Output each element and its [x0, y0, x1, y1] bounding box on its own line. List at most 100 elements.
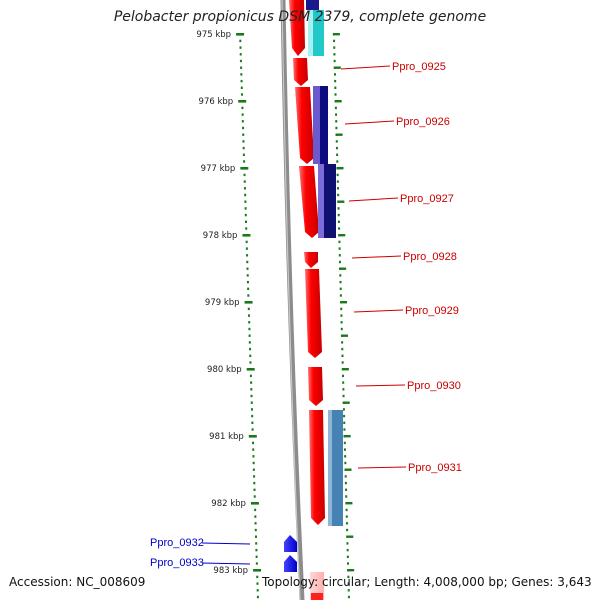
scale-tick-minor: [240, 79, 243, 83]
outer-tick-major: [341, 368, 349, 371]
scale-label: 979 kbp: [205, 298, 240, 308]
outer-tick-minor: [344, 481, 347, 485]
gene-label[interactable]: Ppro_0930: [407, 380, 461, 392]
scale-tick-minor: [253, 488, 256, 491]
gene-feature[interactable]: [305, 269, 322, 358]
gene-feature[interactable]: [309, 410, 325, 525]
accession-label: Accession: NC_008609: [9, 575, 146, 589]
outer-tick-major: [336, 167, 344, 170]
scale-label: 981 kbp: [209, 432, 244, 442]
outer-tick-minor: [340, 327, 343, 331]
scale-tick-minor: [250, 381, 253, 384]
outer-tick-minor: [333, 59, 336, 63]
scale-tick-minor: [248, 334, 251, 337]
scale-tick-major: [246, 368, 255, 371]
scale-tick-minor: [253, 475, 256, 478]
gene-feature[interactable]: [284, 535, 297, 552]
gene-label[interactable]: Ppro_0926: [396, 116, 450, 128]
outer-dotted-ring: [332, 33, 355, 599]
scale-tick-major: [238, 100, 247, 103]
scale-tick-minor: [248, 327, 251, 331]
outer-tick-minor: [344, 455, 347, 458]
scale-tick-minor: [254, 522, 257, 525]
category-feature: [318, 164, 325, 238]
outer-tick-minor: [343, 414, 346, 418]
outer-tick-major: [333, 66, 341, 69]
gene-label[interactable]: Ppro_0931: [408, 462, 462, 474]
gene-label[interactable]: Ppro_0932: [150, 537, 204, 549]
scale-tick-minor: [242, 126, 245, 130]
outer-tick-minor: [339, 287, 342, 290]
gene-label[interactable]: Ppro_0928: [403, 251, 457, 263]
outer-tick-major: [335, 133, 343, 136]
scale-tick-minor: [248, 321, 251, 324]
scale-tick-minor: [256, 595, 259, 599]
gene-feature[interactable]: [284, 555, 297, 572]
gene-feature[interactable]: [299, 166, 319, 238]
outer-tick-minor: [334, 106, 337, 110]
scale-tick-minor: [245, 227, 248, 230]
outer-tick-minor: [338, 227, 341, 230]
outer-tick-minor: [334, 86, 337, 89]
category-feature: [313, 86, 321, 164]
outer-tick-minor: [347, 575, 350, 579]
gene-feature[interactable]: [295, 87, 314, 164]
outer-tick-minor: [339, 274, 342, 277]
gene-label[interactable]: Ppro_0925: [392, 61, 446, 73]
outer-tick-major: [347, 569, 355, 572]
scale-tick-major: [248, 435, 257, 438]
scale-tick-minor: [240, 66, 243, 69]
scale-tick-minor: [246, 254, 249, 257]
outer-tick-minor: [340, 321, 343, 324]
scale-tick-minor: [252, 468, 255, 471]
scale-tick-minor: [256, 575, 259, 579]
scale-tick-minor: [249, 361, 252, 364]
outer-tick-minor: [342, 374, 345, 378]
scale-tick-minor: [250, 388, 253, 391]
scale-tick-minor: [242, 146, 245, 150]
gene-feature[interactable]: [289, 0, 305, 56]
scale-tick-minor: [241, 106, 244, 110]
outer-tick-minor: [336, 153, 339, 156]
gene-label[interactable]: Ppro_0933: [150, 557, 204, 569]
scale-labels: 975 kbp 976 kbp 977 kbp 978 kbp 979 kbp 980 k…: [196, 30, 248, 576]
outer-tick-minor: [342, 408, 345, 411]
scale-tick-minor: [252, 448, 255, 451]
scale-tick-major: [250, 502, 259, 505]
outer-tick-minor: [341, 347, 344, 351]
outer-tick-minor: [341, 361, 344, 364]
scale-tick-minor: [247, 314, 250, 317]
outer-tick-minor: [341, 354, 344, 357]
scale-tick-minor: [255, 542, 258, 545]
outer-tick-major: [338, 234, 346, 237]
gene-feature[interactable]: [293, 58, 308, 86]
outer-tick-minor: [338, 240, 341, 244]
scale-tick-minor: [256, 582, 259, 585]
scale-tick-minor: [242, 140, 245, 143]
scale-tick-minor: [243, 160, 246, 163]
outer-tick-minor: [347, 595, 350, 599]
scale-tick-minor: [251, 428, 254, 431]
outer-tick-minor: [346, 548, 349, 552]
gene-label[interactable]: Ppro_0929: [405, 305, 459, 317]
outer-tick-minor: [338, 260, 341, 264]
outer-tick-minor: [345, 508, 348, 512]
scale-tick-minor: [249, 347, 252, 351]
category-feature: [320, 86, 328, 164]
scale-tick-major: [244, 301, 253, 304]
outer-tick-minor: [340, 314, 343, 317]
scale-tick-minor: [251, 414, 254, 418]
gene-label[interactable]: Ppro_0927: [400, 193, 454, 205]
outer-tick-minor: [345, 495, 348, 498]
gene-feature[interactable]: [308, 367, 323, 406]
gene-feature[interactable]: [304, 252, 318, 268]
scale-tick-minor: [252, 455, 255, 458]
outer-tick-major: [340, 334, 348, 337]
scale-tick-major: [236, 33, 245, 36]
scale-tick-minor: [251, 421, 254, 424]
map-title: Pelobacter propionicus DSM 2379, complet…: [113, 9, 487, 25]
scale-tick-minor: [244, 213, 247, 217]
outer-tick-minor: [341, 341, 344, 344]
outer-tick-minor: [335, 113, 338, 116]
